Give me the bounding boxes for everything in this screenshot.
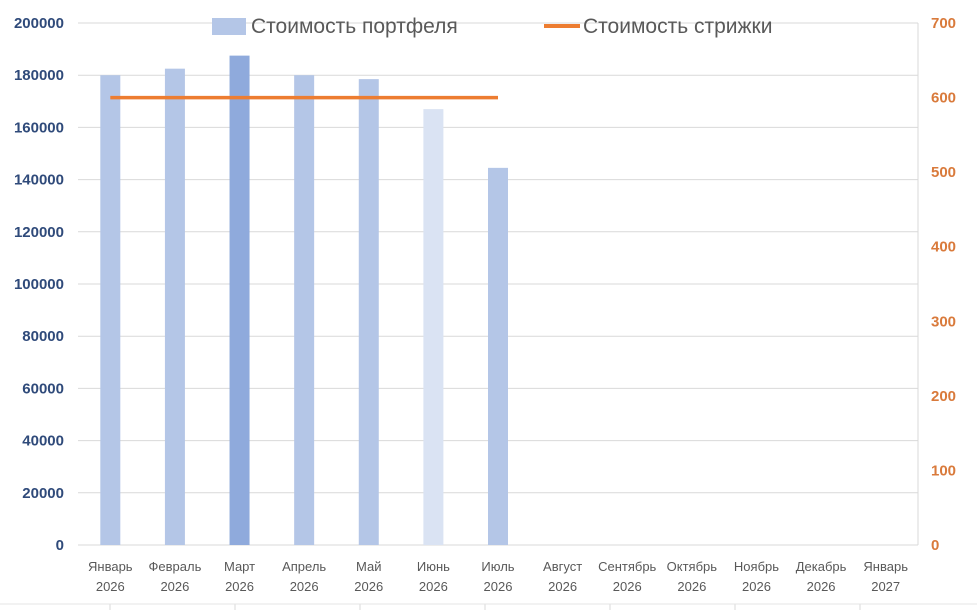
y-tick-right: 100 (931, 462, 956, 479)
y-tick-left: 80000 (22, 328, 64, 345)
y-tick-right: 700 (931, 15, 956, 32)
bar (164, 68, 185, 546)
legend-label-bar: Стоимость портфеля (251, 15, 458, 38)
x-tick-label: Февраль 2026 (149, 559, 202, 594)
y-axis-left: 0 20000 40000 60000 80000 100000 120000 140000 1… (14, 15, 64, 554)
y-tick-right: 300 (931, 313, 956, 330)
y-tick-left: 120000 (14, 224, 64, 241)
x-tick-label: Апрель 2026 (282, 559, 326, 594)
x-tick-label: Январь 2026 (88, 559, 133, 594)
y-tick-left: 100000 (14, 276, 64, 293)
x-tick-label: Ноябрь 2026 (734, 559, 779, 594)
y-tick-right: 500 (931, 164, 956, 181)
bar (294, 75, 315, 545)
y-axis-right: 0 100 200 300 400 500 600 700 (931, 15, 956, 554)
y-tick-left: 200000 (14, 15, 64, 32)
x-tick-label: Март 2026 (224, 559, 255, 594)
x-tick-label: Май 2026 (354, 559, 383, 594)
bar (488, 167, 508, 546)
bar (229, 55, 250, 545)
y-tick-right: 0 (931, 537, 939, 554)
y-tick-left: 180000 (14, 67, 64, 84)
x-tick-label: Август 2026 (543, 559, 582, 594)
y-tick-left: 160000 (14, 119, 64, 136)
legend: Стоимость портфеля Стоимость стрижки (212, 15, 772, 38)
y-tick-left: 140000 (14, 172, 64, 189)
y-tick-left: 0 (56, 537, 64, 554)
y-tick-right: 200 (931, 388, 956, 405)
legend-swatch-bar (212, 18, 246, 35)
x-tick-label: Октябрь 2026 (667, 559, 718, 594)
x-axis: Январь 2026 Февраль 2026 Март 2026 Апрель 2026 М… (0, 559, 977, 610)
x-tick-label: Декабрь 2026 (796, 559, 847, 594)
bar-series (100, 55, 508, 546)
x-tick-label: Июнь 2026 (417, 559, 450, 594)
y-tick-left: 20000 (22, 485, 64, 502)
x-tick-label: Январь 2027 (863, 559, 908, 594)
legend-label-line: Стоимость стрижки (583, 15, 772, 38)
x-tick-label: Июль 2026 (481, 559, 514, 594)
bar (358, 79, 379, 546)
x-tick-label: Сентябрь 2026 (598, 559, 656, 594)
y-tick-left: 40000 (22, 433, 64, 450)
bar (423, 109, 444, 545)
y-tick-left: 60000 (22, 380, 64, 397)
bar (100, 75, 121, 545)
y-tick-right: 600 (931, 90, 956, 107)
y-tick-right: 400 (931, 239, 956, 256)
